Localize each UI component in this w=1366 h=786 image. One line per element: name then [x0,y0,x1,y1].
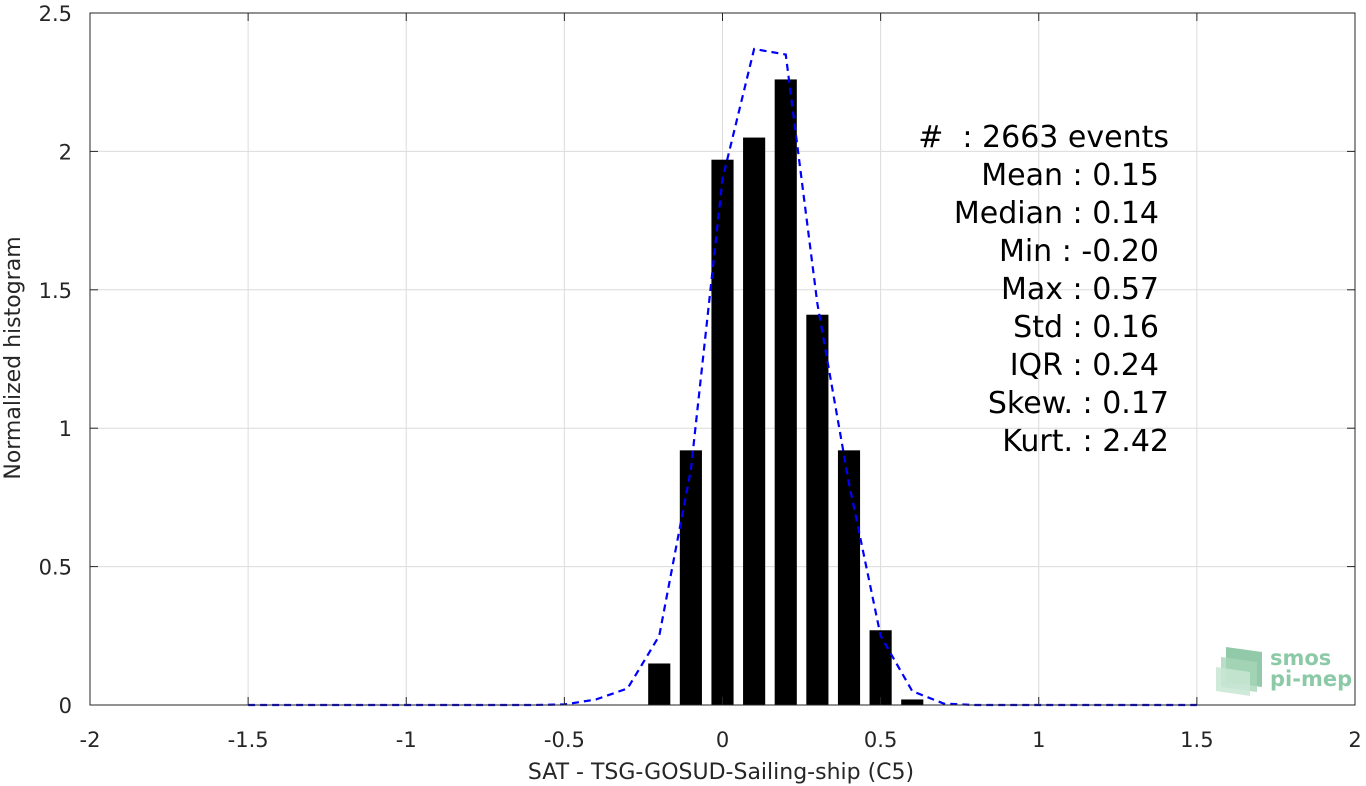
x-tick-label-0: -2 [80,728,101,752]
histogram-bar-2 [711,159,734,706]
stat-median: Median : 0.14 [954,196,1159,231]
logo-text-pimep: pi-mep [1270,667,1352,691]
histogram-bar-3 [743,137,766,705]
y-tick-label-0: 0 [59,694,72,718]
stat-min: Min : -0.20 [999,234,1159,269]
histogram-bar-0 [648,663,671,705]
x-tick-label-5: 0.5 [864,728,897,752]
x-tick-label-6: 1 [1032,728,1045,752]
x-axis-label: SAT - TSG-GOSUD-Sailing-ship (C5) [528,760,914,785]
stat-max: Max : 0.57 [1001,272,1159,307]
y-tick-label-2: 1 [59,417,72,441]
histogram-bar-1 [679,450,702,705]
x-tick-label-8: 2 [1348,728,1361,752]
histogram-bars [648,79,924,706]
logo-mark-icon [1216,647,1262,696]
stats-annotation: # : 2663 events Mean : 0.15 Median : 0.1… [918,120,1169,459]
x-tick-label-2: -1 [396,728,417,752]
histogram-bar-8 [901,699,924,705]
tick-labels: -2 -1.5 -1 -0.5 0 0.5 1 1.5 2 0 0.5 1 1.5 2 2.5 [39,2,1362,752]
histogram-bar-4 [774,79,797,705]
stat-events: # : 2663 events [918,120,1169,155]
histogram-bar-7 [869,630,892,705]
histogram-bar-6 [837,450,861,705]
stat-std: Std : 0.16 [1013,310,1159,345]
histogram-bar-5 [806,314,829,705]
x-tick-label-1: -1.5 [228,728,269,752]
y-tick-label-3: 1.5 [39,279,72,303]
stat-kurt: Kurt. : 2.42 [1002,424,1169,459]
stat-mean: Mean : 0.15 [981,158,1159,193]
smos-pimep-logo: smos pi-mep [1216,646,1352,696]
x-tick-label-7: 1.5 [1180,728,1213,752]
x-tick-label-4: 0 [716,728,729,752]
y-axis-label: Normalized histogram [1,236,26,479]
x-tick-label-3: -0.5 [544,728,585,752]
stat-skew: Skew. : 0.17 [988,386,1169,421]
y-tick-label-1: 0.5 [39,556,72,580]
y-tick-label-5: 2.5 [39,2,72,26]
stat-iqr: IQR : 0.24 [1010,348,1159,383]
logo-text-smos: smos [1270,646,1331,670]
y-tick-label-4: 2 [59,140,72,164]
axes [89,12,1356,706]
